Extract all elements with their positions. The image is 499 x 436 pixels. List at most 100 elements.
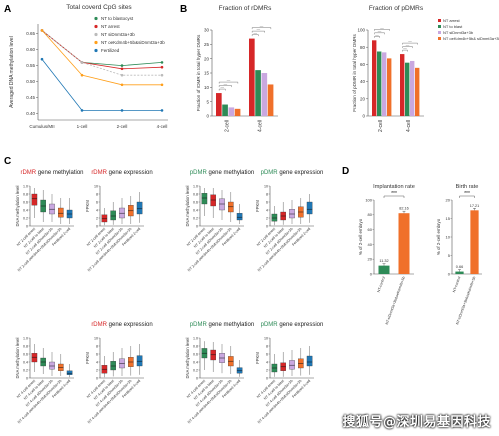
chart-c1-title: rDMR gene methylation (20, 170, 83, 176)
chart-b1-ytick-label: 15 (204, 71, 210, 76)
chart-c4-box (306, 201, 313, 215)
chart-c8-ytick-label: 2 (266, 368, 268, 372)
chart-b2-sig-label: — (403, 47, 407, 51)
chart-d1-sig-label: *** (391, 191, 397, 197)
chart-c3-ytick-label: 0.2 (193, 216, 198, 220)
chart-c7-title-colored: pDMR (190, 322, 208, 328)
chart-b1-bar (222, 104, 228, 116)
chart-b2-ytick-label: 40 (360, 79, 366, 84)
chart-c1-ylabel: DNA methylation level (15, 185, 20, 226)
chart-d1-ytick-label: 20 (368, 257, 373, 262)
chart-c2-ytick-label: 6 (96, 200, 98, 204)
chart-a-point (80, 61, 84, 64)
chart-c2-ytick-label: 0 (96, 224, 98, 228)
chart-c1-title-colored: rDMR (20, 170, 36, 176)
chart-b2-ytick-label: 60 (360, 62, 366, 67)
chart-d2-bar (470, 210, 479, 274)
chart-d1-xtick-label: NT-control (377, 276, 386, 293)
chart-d2-ytick-label: 15 (446, 216, 451, 221)
chart-c3-ylabel: DNA methylation level (185, 185, 190, 226)
chart-b2-ytick-label: 80 (360, 45, 366, 50)
chart-b1-ytick-label: 10 (204, 85, 210, 90)
chart-b2-bar (387, 58, 392, 116)
chart-b2-sig-bracket (374, 29, 390, 31)
chart-c3-box (219, 198, 225, 211)
chart-c6-ytick-label: 0 (96, 376, 98, 380)
chart-d1-ytick-label: 40 (368, 242, 373, 247)
chart-a-point (80, 109, 84, 112)
chart-c4-ylabel: FPKM (255, 200, 260, 212)
chart-b1-sig-bracket (251, 30, 265, 33)
chart-c3-title-rest: gene methylation (207, 170, 254, 176)
chart-b1-bar (228, 107, 235, 116)
chart-c2-ylabel: FPKM (85, 200, 90, 212)
chart-c5-ytick-label: 0.4 (23, 360, 28, 364)
chart-b2-ylabel: Fraction of pDMR in total hyper DMRs (352, 33, 357, 111)
chart-d2-title: Birth rate (456, 184, 479, 190)
chart-a-legend-label: NT siDnmt3a+3b (101, 32, 135, 37)
chart-c7-ytick-label: 1.0 (193, 336, 198, 340)
chart-a-point (120, 67, 124, 71)
chart-b2-legend-label: NT to blast (443, 24, 463, 29)
chart-c5-box (66, 370, 73, 375)
chart-b2-legend-label: NT arrest (443, 18, 460, 23)
chart-a-ytick-label: 0.60 (26, 47, 35, 52)
chart-c8-ylabel: FPKM (255, 352, 260, 364)
chart-a-point (120, 64, 124, 67)
chart-d1-value-label: 11.32 (379, 259, 388, 263)
chart-c3-ytick-label: 0.8 (193, 192, 198, 196)
chart-b1-bar (261, 73, 268, 116)
chart-b1-sig-bracket (218, 85, 232, 88)
chart-a-point (160, 65, 164, 69)
chart-b2-sig-label: — (406, 43, 410, 47)
chart-c6-box (136, 355, 143, 367)
chart-a-ytick-label: 0.50 (26, 79, 35, 84)
chart-c8-ytick-label: 8 (266, 344, 268, 348)
chart-b2-legend-marker (438, 25, 441, 28)
watermark: 搜狐号@深圳易基因科技 (342, 415, 491, 430)
chart-b2-legend-label: NT oeKdm4b+5b& siDnmt3a+3b (443, 36, 499, 41)
chart-b2-sig-label: — (378, 29, 382, 33)
chart-c8-ytick-label: 4 (266, 360, 268, 364)
chart-d2-ytick-label: 5 (448, 253, 451, 258)
chart-a-xtick-label: 1-cell (77, 124, 88, 129)
chart-b1-sig-label: — (224, 82, 228, 86)
chart-b1-bar (267, 84, 274, 116)
chart-d1-title: Implantation rate (373, 184, 415, 190)
panel-letter-d: D (342, 166, 349, 177)
chart-c3-box (201, 193, 208, 205)
chart-b2-xtick-label: 2-cell (378, 120, 384, 132)
chart-a-xtick-label: 2-cell (117, 124, 128, 129)
chart-c1-ytick-label: 0.6 (23, 200, 28, 204)
chart-b1-ytick-label: 0 (206, 114, 209, 119)
chart-b1-ytick-label: 20 (204, 56, 210, 61)
chart-c3-ytick-label: 0.6 (193, 200, 198, 204)
chart-b2-legend-marker (438, 19, 441, 22)
chart-a-point (160, 61, 164, 64)
chart-c5-ylabel: DNA methylation level (15, 337, 20, 378)
chart-c4-box (271, 213, 278, 222)
chart-b2-ytick-label: 20 (360, 96, 366, 101)
chart-b2-title: Fraction of pDMRs (369, 5, 424, 12)
chart-b2-sig-bracket (374, 36, 380, 38)
chart-a-xtick-label: Cumulus/MII (29, 124, 54, 129)
chart-c8-ytick-label: 0 (266, 376, 268, 380)
chart-a-legend-label: NT arrest (101, 24, 120, 29)
chart-b2-legend-marker (438, 37, 441, 40)
chart-a-point (40, 29, 44, 32)
chart-a-ylabel: Averaged DNA methylation level (9, 36, 15, 108)
chart-c1-box (31, 193, 38, 206)
chart-c7-ytick-label: 0.2 (193, 368, 198, 372)
chart-b2-sig-label: — (375, 33, 379, 37)
panel-letter-c: C (4, 156, 11, 167)
chart-c1-ytick-label: 0.8 (23, 192, 28, 196)
chart-d1-bar (378, 265, 390, 274)
chart-c4-ytick-label: 6 (266, 200, 268, 204)
chart-b2-bar (415, 67, 420, 116)
chart-c1-ytick-label: 0.2 (23, 216, 28, 220)
chart-a-ytick-label: 0.65 (26, 31, 35, 36)
chart-c4-title: pDMR gene expression (261, 170, 324, 176)
chart-a-point (80, 73, 84, 77)
chart-b1-ylabel: Fraction of rDMR in total hyper DMRs (196, 34, 201, 111)
